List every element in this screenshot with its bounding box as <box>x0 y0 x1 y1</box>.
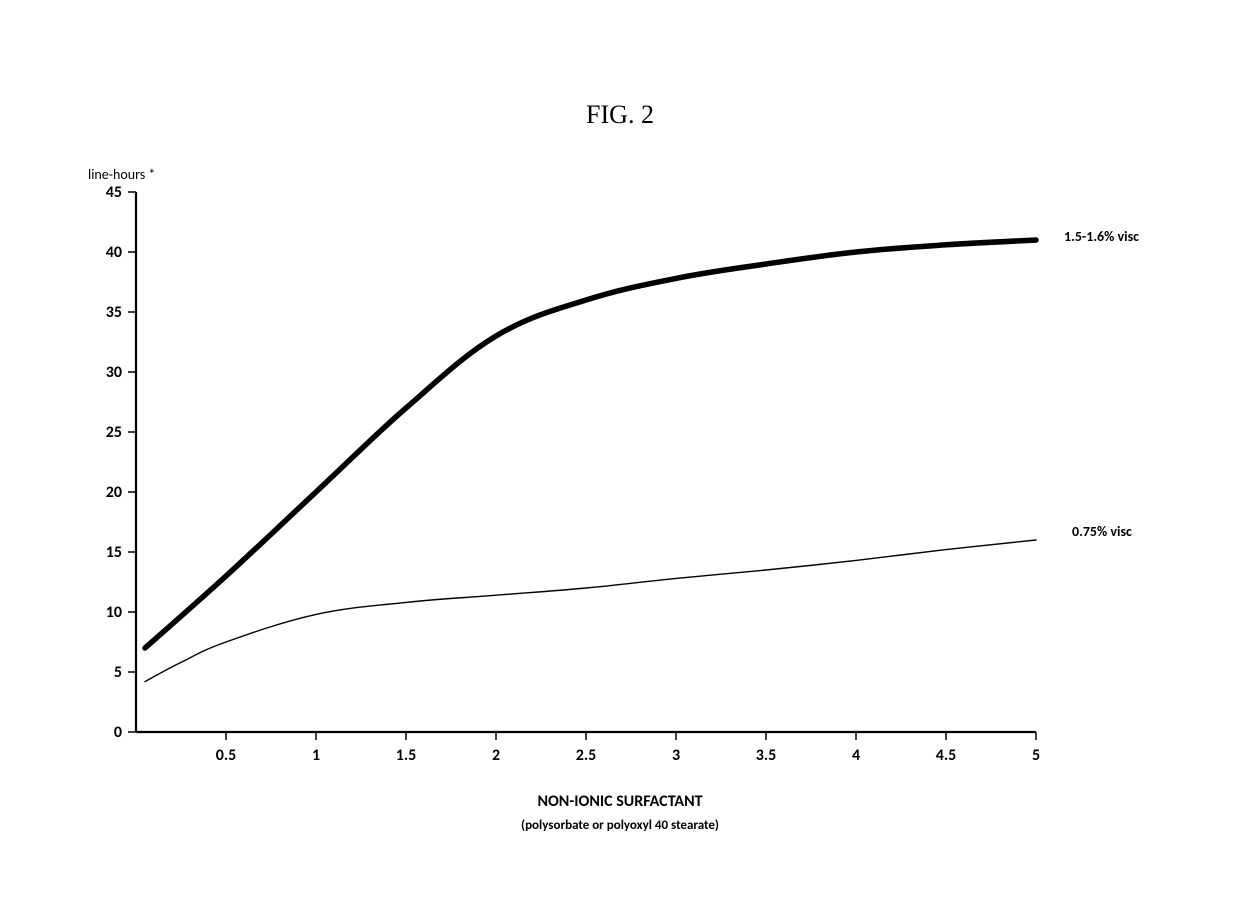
x-tick-label: 3 <box>672 746 680 765</box>
chart-area: 0 5 10 15 20 25 30 35 40 45 0.5 1 1.5 2 2.5 3 3.5 4 4.5 5 <box>0 0 1240 914</box>
y-tick-label: 5 <box>114 663 122 682</box>
x-tick-label: 1 <box>312 746 320 765</box>
series-low-visc <box>145 540 1036 682</box>
x-tick-label: 1.5 <box>396 746 417 765</box>
x-tick-label: 2 <box>492 746 500 765</box>
x-axis-title: NON-IONIC SURFACTANT <box>0 792 1240 811</box>
series-label-high-visc: 1.5-1.6% visc <box>1064 228 1139 245</box>
y-tick-label: 45 <box>106 183 122 202</box>
y-tick-label: 30 <box>106 363 122 382</box>
x-axis-subtitle: (polysorbate or polyoxyl 40 stearate) <box>0 818 1240 833</box>
y-tick-label: 25 <box>106 423 122 442</box>
x-tick-label: 2.5 <box>576 746 597 765</box>
series-label-low-visc: 0.75% visc <box>1072 523 1132 540</box>
x-tick-label: 4.5 <box>936 746 957 765</box>
y-tick-label: 40 <box>106 243 122 262</box>
x-tick-label: 5 <box>1032 746 1040 765</box>
x-tick-label: 3.5 <box>756 746 777 765</box>
y-tick-label: 15 <box>106 543 122 562</box>
y-tick-label: 10 <box>106 603 122 622</box>
series-high-visc <box>145 240 1036 648</box>
x-tick-label: 0.5 <box>216 746 237 765</box>
y-tick-label: 35 <box>106 303 122 322</box>
x-tick-label: 4 <box>852 746 860 765</box>
y-tick-label: 0 <box>114 723 122 742</box>
y-tick-label: 20 <box>106 483 122 502</box>
page: { "figure": { "title": "FIG. 2", "title_… <box>0 0 1240 914</box>
line-chart-svg: 0 5 10 15 20 25 30 35 40 45 0.5 1 1.5 2 2.5 3 3.5 4 4.5 5 <box>0 0 1240 914</box>
